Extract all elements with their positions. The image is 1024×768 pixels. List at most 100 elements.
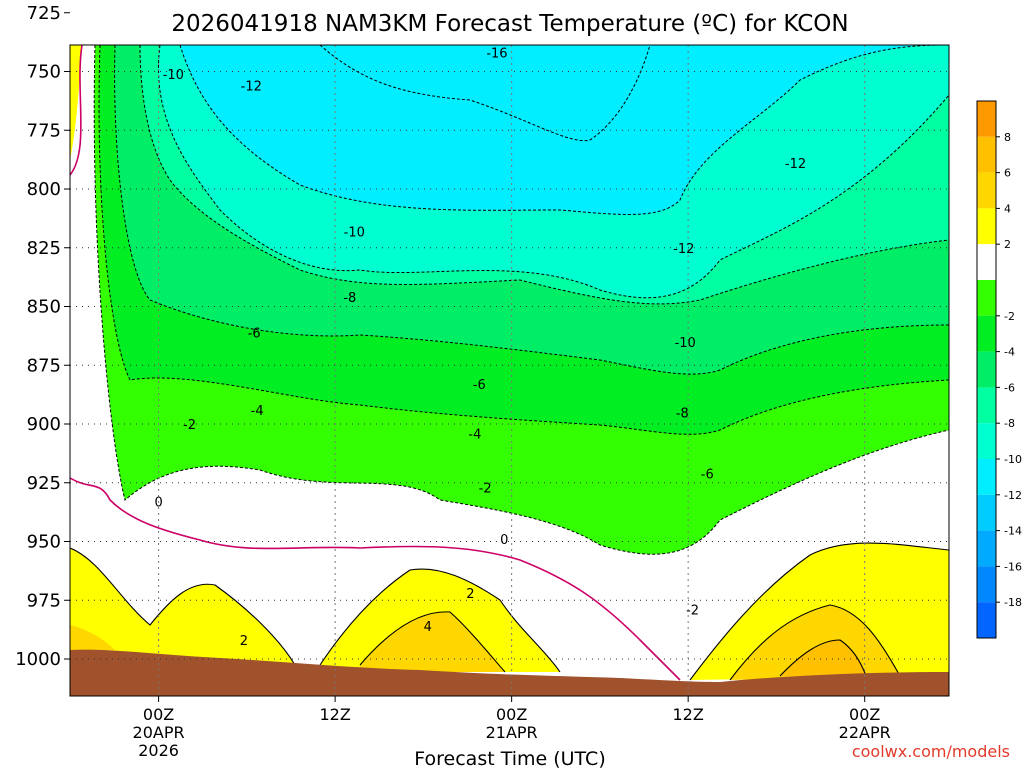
colorbar-swatch xyxy=(977,494,996,531)
isotherm-plus-2-left xyxy=(70,547,296,666)
contour-label: -2 xyxy=(479,481,492,496)
credit-text: coolwx.com/models xyxy=(852,742,1010,761)
contour-label: -6 xyxy=(473,378,486,393)
colorbar-label: -8 xyxy=(1004,417,1015,430)
colorbar-label: -2 xyxy=(1004,310,1015,323)
band-zero xyxy=(70,45,949,696)
band-orange-right xyxy=(780,640,866,676)
colorbar-swatch xyxy=(977,208,996,245)
isotherm-plus-6-right xyxy=(779,639,867,677)
grid-lines-vertical xyxy=(158,45,866,696)
isotherm-minus-2 xyxy=(93,45,949,555)
colorbar-label: 8 xyxy=(1004,131,1011,144)
y-tick-label: 1000 xyxy=(15,649,61,670)
isotherm-minus-6 xyxy=(98,45,949,435)
contour-label: -12 xyxy=(673,242,694,257)
colorbar-swatch xyxy=(977,101,996,137)
chart-title: 2026041918 NAM3KM Forecast Temperature (… xyxy=(171,11,848,37)
x-axis-label: Forecast Time (UTC) xyxy=(414,748,605,768)
grid-lines-horizontal xyxy=(70,71,949,660)
x-tick-label: 21APR xyxy=(486,723,538,742)
colorbar-swatch xyxy=(977,280,996,316)
x-tick-label: 2026 xyxy=(138,741,179,760)
isotherm-minus-16 xyxy=(319,45,651,142)
isotherm-minus-14 xyxy=(179,45,949,215)
y-tick-label: 925 xyxy=(27,473,61,494)
plot-area: -16 -10 -12 -12 -10 -12 -8 -10 -6 -6 -8 -4 -4 -2 -6 -2 0… xyxy=(70,45,949,696)
contour-label: 0 xyxy=(154,496,162,511)
colorbar-swatch xyxy=(977,602,996,638)
colorbar-swatch xyxy=(977,459,996,495)
ground-terrain xyxy=(70,649,949,696)
colorbar-frame xyxy=(976,100,997,639)
colorbar-swatch xyxy=(977,566,996,603)
y-tick-label: 975 xyxy=(27,590,61,611)
contour-labels: -16 -10 -12 -12 -10 -12 -8 -10 -6 -6 -8 -4 -4 -2 -6 -2 0… xyxy=(154,47,806,650)
y-tick-label: 725 xyxy=(27,3,61,24)
contour-label: -12 xyxy=(785,157,806,172)
contour-label: -8 xyxy=(343,291,356,306)
colorbar-label: -18 xyxy=(1004,596,1022,609)
x-tick-label: 12Z xyxy=(672,705,703,724)
band-yellow-left-top xyxy=(70,45,82,160)
colorbar-label: 2 xyxy=(1004,238,1011,251)
contour-label: -4 xyxy=(468,427,481,442)
colorbar-label: -10 xyxy=(1004,453,1022,466)
x-tick-label: 12Z xyxy=(319,705,350,724)
contour-label: 0 xyxy=(500,533,508,548)
y-axis: 725 750 775 800 825 850 875 900 925 950 975 1000 xyxy=(15,3,70,670)
y-tick-label: 825 xyxy=(27,238,61,259)
y-tick-label: 750 xyxy=(27,62,61,83)
band-gold-mid xyxy=(360,611,505,672)
contour-label: -10 xyxy=(344,225,365,240)
band-gold-left xyxy=(70,625,115,650)
contour-label: -10 xyxy=(675,336,696,351)
colorbar-swatch xyxy=(977,423,996,459)
contour-label: -8 xyxy=(676,406,689,421)
band-yellow-left xyxy=(70,548,295,665)
isotherm-plus-2-right xyxy=(689,542,949,681)
x-tick-label: 22APR xyxy=(839,723,891,742)
contour-label: -2 xyxy=(183,418,196,433)
isotherm-plus-2-mid xyxy=(319,568,561,673)
contour-label: -10 xyxy=(163,68,184,83)
colorbar-swatch xyxy=(977,136,996,173)
y-tick-label: 875 xyxy=(27,355,61,376)
isotherm-plus-4-mid xyxy=(359,611,506,673)
contour-label: -6 xyxy=(248,326,261,341)
colorbar: 8 6 4 2 -2 -4 -6 -8 -10 -12 -14 -16 -18 xyxy=(976,100,1022,639)
colorbar-label: -12 xyxy=(1004,489,1022,502)
isotherm-plus-4-right xyxy=(729,604,901,681)
contour-label: -4 xyxy=(251,404,264,419)
colorbar-swatch xyxy=(977,244,996,280)
colorbar-label: -4 xyxy=(1004,346,1015,359)
isotherm-zero-left xyxy=(70,45,83,176)
contour-label: -16 xyxy=(486,47,507,62)
y-tick-label: 800 xyxy=(27,179,61,200)
y-tick-label: 950 xyxy=(27,532,61,553)
contour-label: 2 xyxy=(240,634,248,649)
isotherm-minus-10 xyxy=(139,45,949,305)
contour-label: -12 xyxy=(241,80,262,95)
x-tick-label: 00Z xyxy=(496,705,527,724)
isotherm-minus-8 xyxy=(114,45,949,375)
colorbar-label: -16 xyxy=(1004,560,1022,573)
y-tick-label: 775 xyxy=(27,120,61,141)
isotherm-minus-12 xyxy=(158,45,949,299)
colorbar-swatch xyxy=(977,315,996,352)
contour-label: -6 xyxy=(701,467,714,482)
contour-label: 2 xyxy=(466,587,474,602)
x-tick-label: 00Z xyxy=(143,705,174,724)
colorbar-swatch xyxy=(977,530,996,567)
y-tick-label: 850 xyxy=(27,297,61,318)
colorbar-swatch xyxy=(977,351,996,388)
colorbar-label: 4 xyxy=(1004,202,1011,215)
x-tick-label: 20APR xyxy=(133,723,185,742)
contour-label: -2 xyxy=(686,604,699,619)
y-tick-label: 900 xyxy=(27,414,61,435)
contour-label: 4 xyxy=(424,620,432,635)
isotherm-zero xyxy=(70,477,681,681)
colorbar-label: -6 xyxy=(1004,381,1015,394)
